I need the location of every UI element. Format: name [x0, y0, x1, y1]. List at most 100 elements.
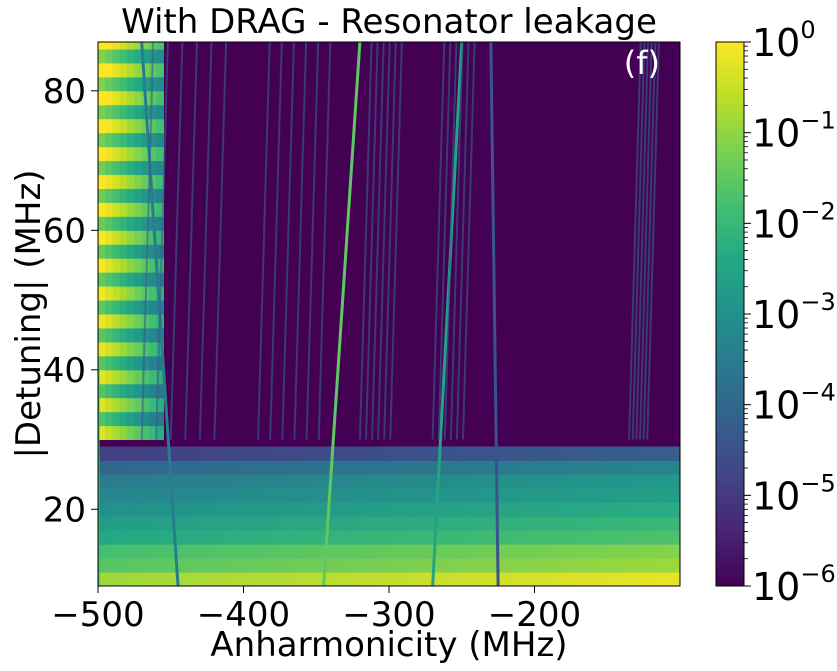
heatmap-cell [134, 258, 143, 273]
colorbar-tick-label: 10−3 [752, 288, 836, 337]
heatmap-cell [112, 118, 121, 134]
heatmap-cell [127, 76, 135, 92]
heatmap-cell [105, 62, 114, 78]
heatmap-cell [112, 286, 121, 301]
heatmap-cell [156, 397, 164, 413]
detuning-band [98, 446, 680, 461]
heatmap-cell [141, 397, 150, 413]
heatmap-cell [127, 216, 135, 231]
heatmap-cell [156, 341, 164, 357]
heatmap-cell [112, 411, 121, 427]
heatmap-cell [127, 62, 135, 78]
heatmap-cell [98, 160, 106, 176]
heatmap-cell [98, 48, 106, 64]
colorbar-tick-exponent: −4 [800, 379, 835, 407]
heatmap-cell [98, 314, 106, 329]
heatmap-cell [141, 42, 150, 50]
heatmap-cell [141, 216, 150, 231]
heatmap-cell [141, 244, 150, 259]
heatmap-cell [148, 174, 157, 189]
heatmap-cell [98, 383, 106, 399]
heatmap-cell [98, 286, 106, 301]
heatmap-cell [156, 369, 164, 385]
heatmap-cell [112, 369, 121, 385]
heatmap-cell [127, 383, 135, 399]
heatmap-cell [112, 355, 121, 371]
heatmap-cell [105, 118, 114, 134]
heatmap-cell [141, 146, 150, 162]
heatmap-cell [156, 258, 164, 273]
colorbar-tick-exponent: −2 [800, 197, 835, 225]
y-axis: 20 40 60 80 [43, 72, 98, 530]
heatmap-cell [148, 314, 157, 329]
heatmap-cell [119, 272, 128, 287]
heatmap-cell [119, 202, 128, 217]
heatmap-cell [98, 272, 106, 287]
heatmap-cell [134, 104, 143, 120]
heatmap-cell [134, 383, 143, 399]
heatmap-cell [112, 216, 121, 231]
heatmap-cell [112, 188, 121, 203]
heatmap-cell [127, 42, 135, 50]
detuning-band [98, 544, 680, 559]
fringe-line [631, 42, 646, 440]
heatmap-cell [112, 90, 121, 106]
heatmap-cell [119, 369, 128, 385]
heatmap-cell [141, 258, 150, 273]
heatmap-cell [156, 188, 164, 203]
heatmap-cell [134, 327, 143, 343]
heatmap-cell [119, 146, 128, 162]
fringe-line [140, 42, 155, 440]
colorbar-tick-exponent: −6 [800, 560, 835, 588]
heatmap-cell [141, 355, 150, 371]
heatmap-cell [134, 188, 143, 203]
heatmap-cell [105, 369, 114, 385]
heatmap-cell [98, 118, 106, 134]
heatmap-cell [98, 411, 106, 427]
heatmap-cell [98, 90, 106, 106]
heatmap-cell [119, 118, 128, 134]
fringe-line [461, 42, 476, 440]
heatmap-cell [112, 76, 121, 92]
heatmap-cell [156, 244, 164, 259]
heatmap-cell [127, 230, 135, 245]
heatmap-cell [112, 272, 121, 287]
heatmap-cell [98, 146, 106, 162]
heatmap-cell [119, 188, 128, 203]
heatmap-cell [127, 314, 135, 329]
heatmap-cell [112, 314, 121, 329]
fringe-line [377, 42, 391, 440]
heatmap-cell [134, 48, 143, 64]
heatmap-cell [148, 244, 157, 259]
heatmap-cell [127, 341, 135, 357]
colorbar-tick-label: 10−6 [752, 560, 836, 609]
heatmap-cell [156, 146, 164, 162]
heatmap-cell [134, 425, 143, 441]
heatmap-cell [141, 132, 150, 148]
heatmap-cell [156, 118, 164, 134]
heatmap-cell [148, 397, 157, 413]
heatmap-cell [105, 397, 114, 413]
y-tick-label: 80 [43, 72, 86, 112]
heatmap-cell [119, 244, 128, 259]
y-tick-label: 40 [43, 351, 86, 391]
colorbar-tick-exponent: −1 [800, 107, 835, 135]
heatmap-cell [105, 425, 114, 441]
heatmap-cell [98, 76, 106, 92]
heatmap-cell [156, 355, 164, 371]
heatmap-cell [105, 383, 114, 399]
x-axis-title: Anharmonicity (MHz) [210, 625, 567, 665]
heatmap-cell [98, 355, 106, 371]
heatmap-cell [127, 300, 135, 315]
heatmap-cell [119, 104, 128, 120]
heatmap-cell [119, 62, 128, 78]
resonance-line [322, 42, 362, 586]
fringe-line [198, 42, 213, 440]
heatmap-cell [119, 160, 128, 176]
heatmap-cell [134, 42, 143, 50]
heatmap-cell [127, 118, 135, 134]
heatmap-cell [112, 383, 121, 399]
heatmap-cell [141, 160, 150, 176]
colorbar-tick-label: 10−1 [752, 107, 836, 156]
heatmap-cell [112, 230, 121, 245]
